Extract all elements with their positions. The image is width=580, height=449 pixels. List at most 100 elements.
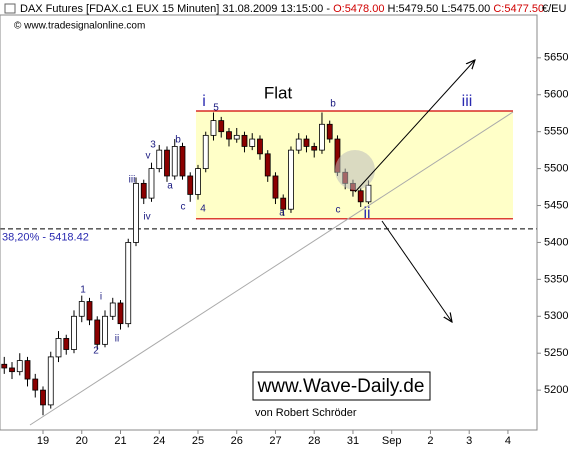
x-tick-label: 31	[347, 435, 359, 447]
wave-label: a	[167, 181, 173, 192]
x-tick-label: 28	[308, 435, 320, 447]
candle-body	[47, 356, 54, 406]
candle-body	[249, 138, 256, 147]
candle-body	[226, 131, 232, 140]
candle-body	[40, 389, 46, 406]
wave-label: ii	[363, 205, 370, 222]
candle-body	[24, 360, 31, 380]
wave-label: i	[202, 93, 206, 110]
candle-body	[94, 319, 101, 345]
x-tick-label: 19	[37, 435, 49, 447]
x-tick-label: 4	[505, 435, 511, 447]
wave-label: ii	[115, 334, 119, 345]
header: DAX Futures [FDAX.c1 EUX 15 Minuten] 31.…	[20, 3, 544, 15]
arrow-up	[354, 60, 475, 193]
arrow-down	[381, 220, 452, 322]
fib-label: 38,20% - 5418.42	[2, 232, 89, 244]
branding-author: von Robert Schröder	[255, 407, 357, 419]
candle-body	[1, 363, 8, 369]
wave-label: iv	[143, 212, 150, 223]
wave-label: v	[146, 151, 151, 162]
wave-label: 5	[213, 103, 219, 114]
pattern-label: Flat	[264, 83, 293, 102]
branding-site: www.Wave-Daily.de	[257, 376, 425, 397]
plot-frame	[0, 14, 538, 431]
y-tick-label: 5200	[544, 384, 568, 396]
wave-label: a	[279, 208, 285, 219]
candle-body	[63, 338, 70, 350]
candle-body	[202, 134, 209, 169]
x-tick-label: 25	[192, 435, 204, 447]
x-tick-label: 21	[114, 435, 126, 447]
candle-body	[319, 123, 325, 151]
wave-label: 3	[150, 140, 156, 151]
candle-body	[171, 146, 178, 177]
x-tick-label: 27	[269, 435, 281, 447]
candle-body	[257, 138, 263, 155]
candle-body	[125, 242, 132, 325]
candle-body	[311, 146, 318, 151]
candle-body	[32, 378, 39, 391]
copyright: © www.tradesignalonline.com	[14, 21, 145, 32]
candle-body	[117, 302, 124, 325]
candle-body	[272, 175, 279, 199]
candle-body	[55, 338, 62, 358]
candle-body	[9, 367, 15, 373]
header-high-low: H:5479.50 L:5475.00	[388, 3, 491, 15]
candle-body	[365, 184, 372, 203]
candle-body	[16, 360, 23, 373]
candle-body	[148, 168, 155, 199]
candle-body	[78, 301, 85, 317]
candle-body	[86, 301, 93, 321]
candle-body	[326, 123, 333, 140]
header-open: O:5478.00	[333, 3, 384, 15]
candle-body	[218, 120, 225, 133]
candle-body	[210, 120, 217, 136]
candle-body	[288, 149, 294, 210]
y-tick-label: 5600	[544, 89, 568, 101]
candle-body	[102, 315, 108, 345]
branding-box	[252, 371, 431, 401]
candle-body	[179, 146, 186, 177]
candle-body	[156, 149, 163, 169]
wave-label: 4	[200, 204, 206, 215]
x-tick-label: 3	[466, 435, 472, 447]
wave-label: iii	[462, 93, 473, 110]
y-tick-label: 5250	[544, 347, 568, 359]
wave-label: 2	[93, 346, 99, 357]
candle-body	[295, 138, 302, 151]
x-tick-label: 26	[231, 435, 243, 447]
y-tick-label: 5550	[544, 126, 568, 138]
candle-body	[233, 134, 240, 140]
wave-label: 1	[80, 285, 86, 296]
x-tick-label: 20	[76, 435, 88, 447]
wave-label: c	[181, 202, 186, 213]
y-tick-label: 5450	[544, 199, 568, 211]
candle-body	[164, 149, 170, 177]
candle-body	[195, 168, 201, 195]
y-tick-label: 5650	[544, 52, 568, 64]
legend-icon	[4, 3, 16, 14]
candle-body	[303, 138, 310, 147]
x-tick-label: 2	[427, 435, 433, 447]
y-tick-label: 5350	[544, 273, 568, 285]
candle-body	[140, 182, 147, 199]
plot-layer	[1, 112, 372, 416]
header-close: C:5477.50	[493, 3, 544, 15]
candle-body	[133, 182, 139, 243]
x-tick-label: 24	[153, 435, 165, 447]
y-tick-label: 5500	[544, 163, 568, 175]
candle-body	[109, 302, 116, 317]
candle-body	[241, 134, 248, 147]
candle-body	[280, 197, 287, 210]
currency: €/EU	[542, 3, 567, 15]
wave-label: iii	[129, 175, 136, 186]
focus-circle	[335, 150, 375, 190]
x-tick-label: Sep	[382, 435, 402, 447]
candle-body	[357, 190, 364, 203]
candle-body	[71, 315, 77, 350]
y-tick-label: 5400	[544, 236, 568, 248]
y-tick-label: 5300	[544, 310, 568, 322]
trend-line	[29, 111, 514, 426]
